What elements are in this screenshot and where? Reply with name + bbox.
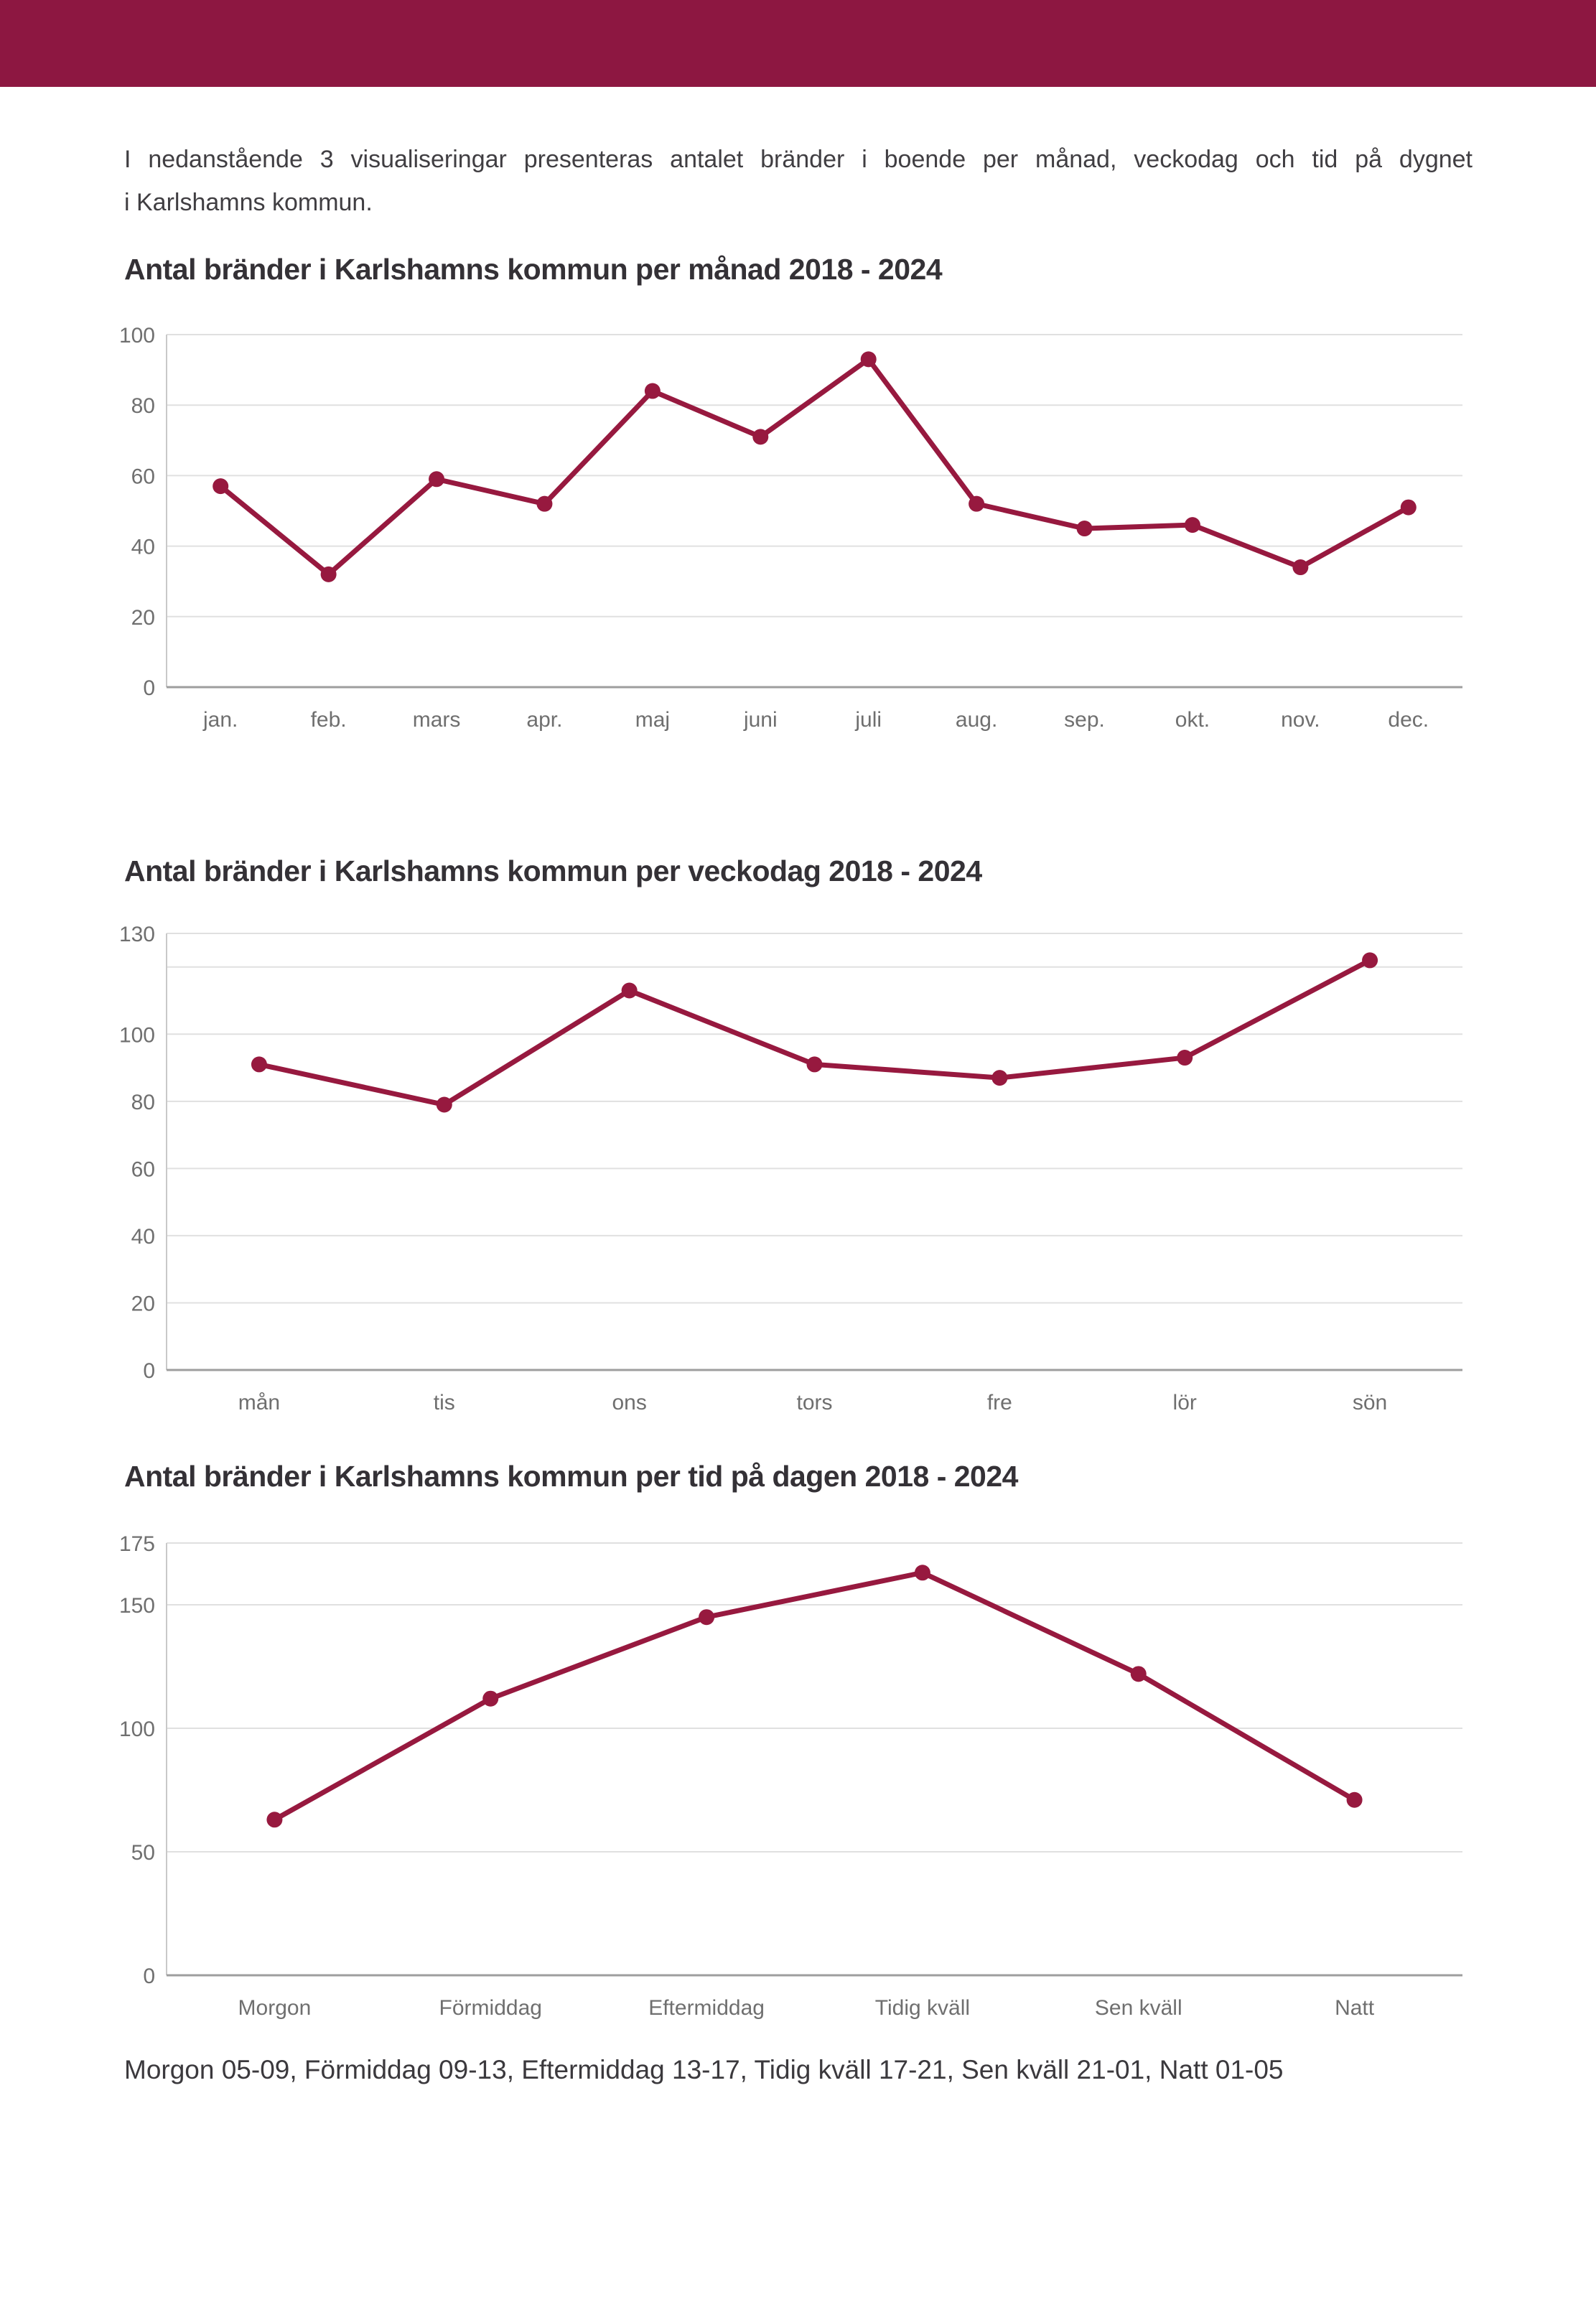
header-bar [0, 0, 1596, 87]
svg-text:20: 20 [131, 606, 155, 630]
svg-text:jan.: jan. [202, 708, 238, 732]
svg-text:100: 100 [119, 1718, 155, 1741]
chart-title-monthly: Antal bränder i Karlshamns kommun per må… [124, 253, 943, 286]
svg-text:apr.: apr. [526, 708, 562, 732]
svg-text:feb.: feb. [311, 708, 347, 732]
svg-text:Sen kväll: Sen kväll [1095, 1996, 1182, 2020]
svg-text:20: 20 [131, 1292, 155, 1315]
chart-title-weekday: Antal bränder i Karlshamns kommun per ve… [124, 854, 982, 887]
svg-text:Eftermiddag: Eftermiddag [648, 1996, 765, 2020]
svg-text:dec.: dec. [1388, 708, 1429, 732]
chart-title-time-of-day: Antal bränder i Karlshamns kommun per ti… [124, 1460, 1018, 1493]
line-chart-weekday: 0 20 40 60 80 100 130 mån tis ons tors fre lör sön [119, 923, 1462, 1415]
svg-text:Tidig kväll: Tidig kväll [875, 1996, 970, 2020]
svg-text:175: 175 [119, 1532, 155, 1556]
svg-text:60: 60 [131, 1157, 155, 1181]
svg-text:Morgon: Morgon [238, 1996, 312, 2020]
svg-text:sep.: sep. [1064, 708, 1105, 732]
svg-text:100: 100 [119, 1023, 155, 1047]
svg-text:0: 0 [143, 1965, 155, 1988]
svg-text:0: 0 [143, 676, 155, 700]
svg-text:tors: tors [796, 1391, 832, 1415]
svg-text:40: 40 [131, 1225, 155, 1249]
svg-text:maj: maj [635, 708, 670, 732]
intro-line-2: i Karlshamns kommun. [124, 189, 373, 216]
svg-text:50: 50 [131, 1841, 155, 1865]
svg-text:juni: juni [743, 708, 778, 732]
svg-text:tis: tis [434, 1391, 455, 1415]
line-chart-time-of-day: 0 50 100 150 175 Morgon Förmiddag Eftermiddag Ti… [119, 1532, 1462, 2020]
svg-text:80: 80 [131, 1091, 155, 1114]
svg-text:130: 130 [119, 923, 155, 946]
svg-text:80: 80 [131, 394, 155, 418]
svg-text:150: 150 [119, 1594, 155, 1618]
svg-text:sön: sön [1353, 1391, 1387, 1415]
svg-text:nov.: nov. [1281, 708, 1320, 732]
svg-text:okt.: okt. [1175, 708, 1210, 732]
time-ranges-footnote: Morgon 05-09, Förmiddag 09-13, Eftermidd… [124, 2055, 1284, 2084]
svg-text:Förmiddag: Förmiddag [439, 1996, 542, 2020]
svg-text:100: 100 [119, 324, 155, 348]
svg-text:40: 40 [131, 536, 155, 559]
line-chart-monthly: 0 20 40 60 80 100 jan. feb. mars apr. maj juni juli a… [119, 324, 1462, 732]
svg-text:juli: juli [854, 708, 882, 732]
svg-text:mån: mån [238, 1391, 280, 1415]
svg-text:mars: mars [413, 708, 461, 732]
intro-paragraph: I nedanstående 3 visualiseringar present… [124, 138, 1473, 224]
intro-line-1: I nedanstående 3 visualiseringar present… [124, 146, 1473, 173]
svg-text:Natt: Natt [1335, 1996, 1375, 2020]
svg-text:0: 0 [143, 1359, 155, 1383]
svg-text:ons: ons [612, 1391, 646, 1415]
svg-text:fre: fre [987, 1391, 1012, 1415]
svg-text:lör: lör [1173, 1391, 1197, 1415]
svg-text:aug.: aug. [956, 708, 997, 732]
svg-text:60: 60 [131, 465, 155, 488]
